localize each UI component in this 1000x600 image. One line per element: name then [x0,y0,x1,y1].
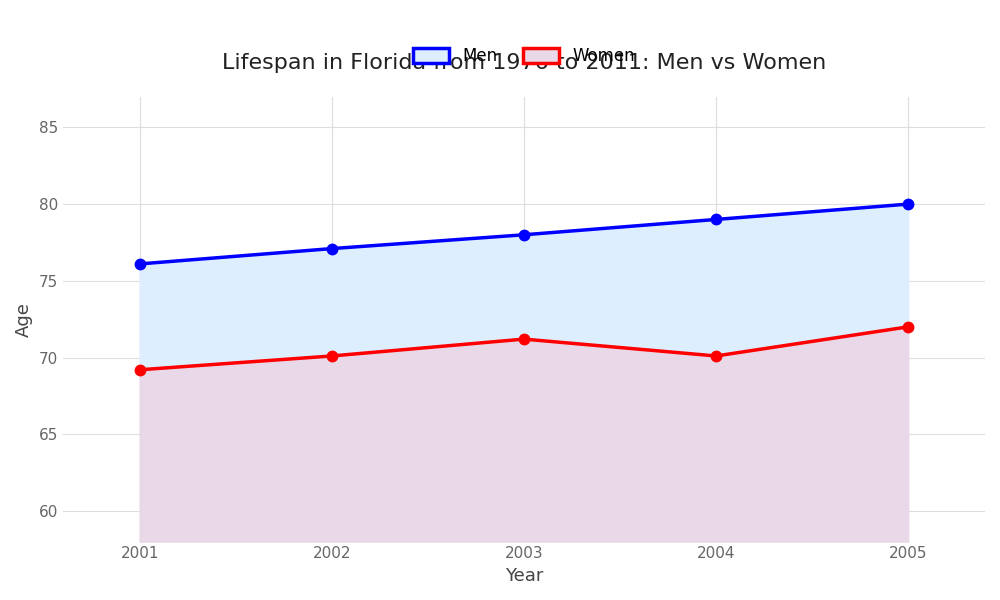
Y-axis label: Age: Age [15,302,33,337]
Legend: Men, Women: Men, Women [413,47,635,65]
Title: Lifespan in Florida from 1976 to 2011: Men vs Women: Lifespan in Florida from 1976 to 2011: M… [222,53,826,73]
X-axis label: Year: Year [505,567,543,585]
